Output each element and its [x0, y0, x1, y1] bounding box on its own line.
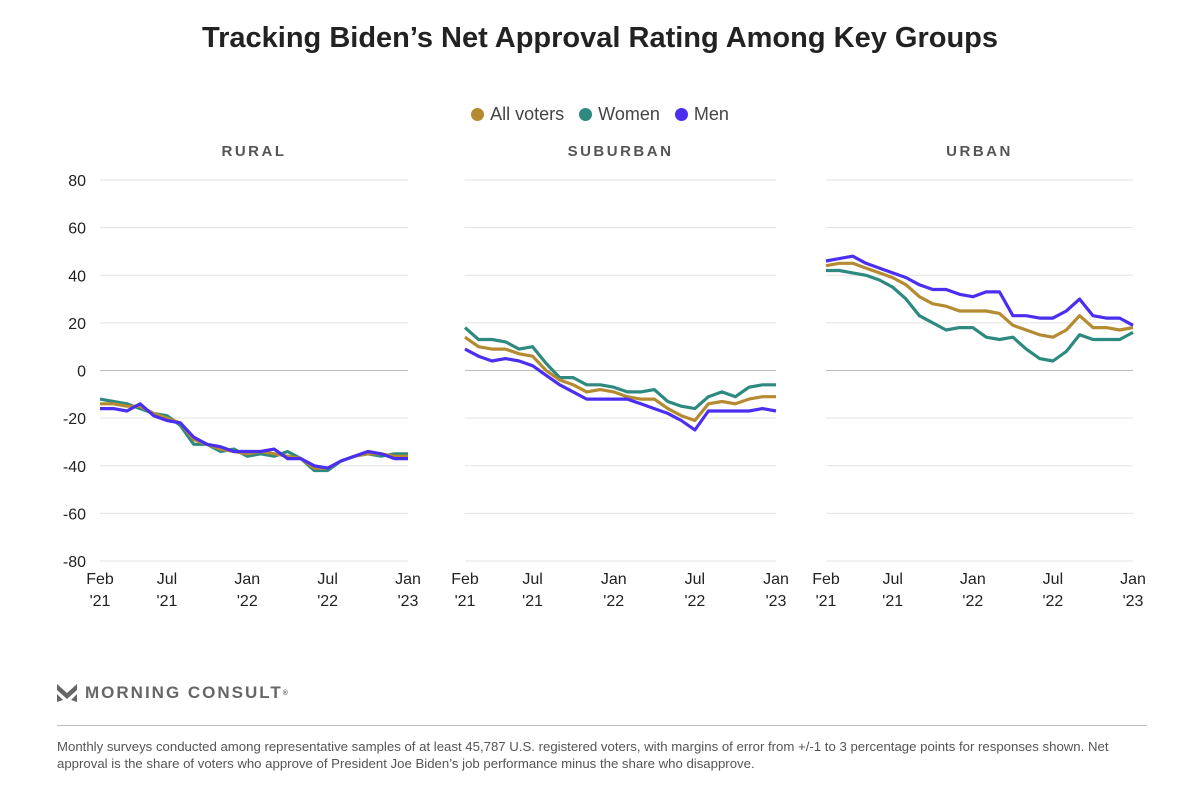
legend-item-women: Women	[579, 104, 660, 125]
x-tick-label: Jul	[522, 571, 542, 588]
x-tick-label: Jul	[685, 571, 705, 588]
x-tick-label: '21	[816, 593, 837, 610]
x-tick-label: Jan	[395, 571, 421, 588]
legend-swatch	[579, 108, 593, 121]
legend-swatch	[674, 108, 688, 121]
x-tick-label: Jan	[763, 571, 789, 588]
y-tick-label: 80	[68, 173, 86, 190]
x-tick-label: Feb	[812, 571, 840, 588]
x-tick-label: '22	[1042, 593, 1063, 610]
x-tick-label: Jan	[234, 571, 260, 588]
x-tick-label: '22	[603, 593, 624, 610]
legend-item-men: Men	[674, 104, 729, 125]
morning-consult-logo: MORNING CONSULT ®	[57, 683, 288, 703]
series-line-women	[463, 326, 776, 411]
series-line-men	[464, 347, 777, 432]
x-tick-label: Jan	[1120, 571, 1146, 588]
panel-title: URBAN	[946, 143, 1013, 160]
x-tick-label: Feb	[451, 571, 479, 588]
series-line-men	[825, 254, 1134, 327]
legend: All voters Women Men	[0, 104, 1200, 125]
series-line-all-voters	[100, 402, 408, 470]
x-tick-label: '22	[237, 593, 258, 610]
y-tick-label: 20	[68, 316, 86, 333]
x-tick-label: Jul	[883, 571, 903, 588]
x-tick-label: Feb	[86, 571, 114, 588]
x-tick-label: Jul	[317, 571, 337, 588]
small-multiples-chart: 80 60 40 20 0 -20 -40 -60 -80 RURAL Feb '21 Jul '21 Ja…	[63, 143, 1146, 610]
y-tick-label: -60	[63, 506, 86, 523]
legend-swatch	[471, 108, 485, 121]
x-tick-label: '22	[962, 593, 983, 610]
x-tick-label: '21	[522, 593, 543, 610]
x-tick-label: '22	[684, 593, 705, 610]
footnote: Monthly surveys conducted among represen…	[57, 739, 1109, 771]
y-tick-label: 60	[68, 221, 86, 238]
x-tick-label: '21	[90, 593, 111, 610]
series-line-all-voters	[464, 335, 776, 423]
x-tick-label: '22	[317, 593, 338, 610]
x-tick-label: Jan	[960, 571, 986, 588]
y-tick-label: 40	[68, 268, 86, 285]
legend-item-all-voters: All voters	[471, 104, 564, 125]
x-tick-label: '23	[1123, 593, 1144, 610]
x-tick-label: Jul	[1043, 571, 1063, 588]
x-tick-label: '23	[398, 593, 419, 610]
panel-title: RURAL	[222, 143, 287, 160]
x-tick-label: '21	[157, 593, 178, 610]
x-tick-label: '23	[766, 593, 787, 610]
divider	[57, 725, 1147, 726]
chart-title: Tracking Biden’s Net Approval Rating Amo…	[202, 22, 998, 54]
morning-consult-logo-icon	[57, 684, 77, 702]
panel-title: SUBURBAN	[568, 143, 674, 160]
y-tick-label: -20	[63, 411, 86, 428]
x-tick-label: '21	[455, 593, 476, 610]
y-tick-label: -80	[63, 554, 86, 571]
y-tick-label: -40	[63, 459, 86, 476]
series-line-all-voters	[825, 261, 1134, 339]
x-tick-label: '21	[882, 593, 903, 610]
series-line-men	[100, 402, 408, 470]
series-line-women	[826, 268, 1134, 363]
y-tick-label: 0	[77, 364, 86, 381]
x-tick-label: Jan	[601, 571, 627, 588]
x-tick-label: Jul	[157, 571, 177, 588]
